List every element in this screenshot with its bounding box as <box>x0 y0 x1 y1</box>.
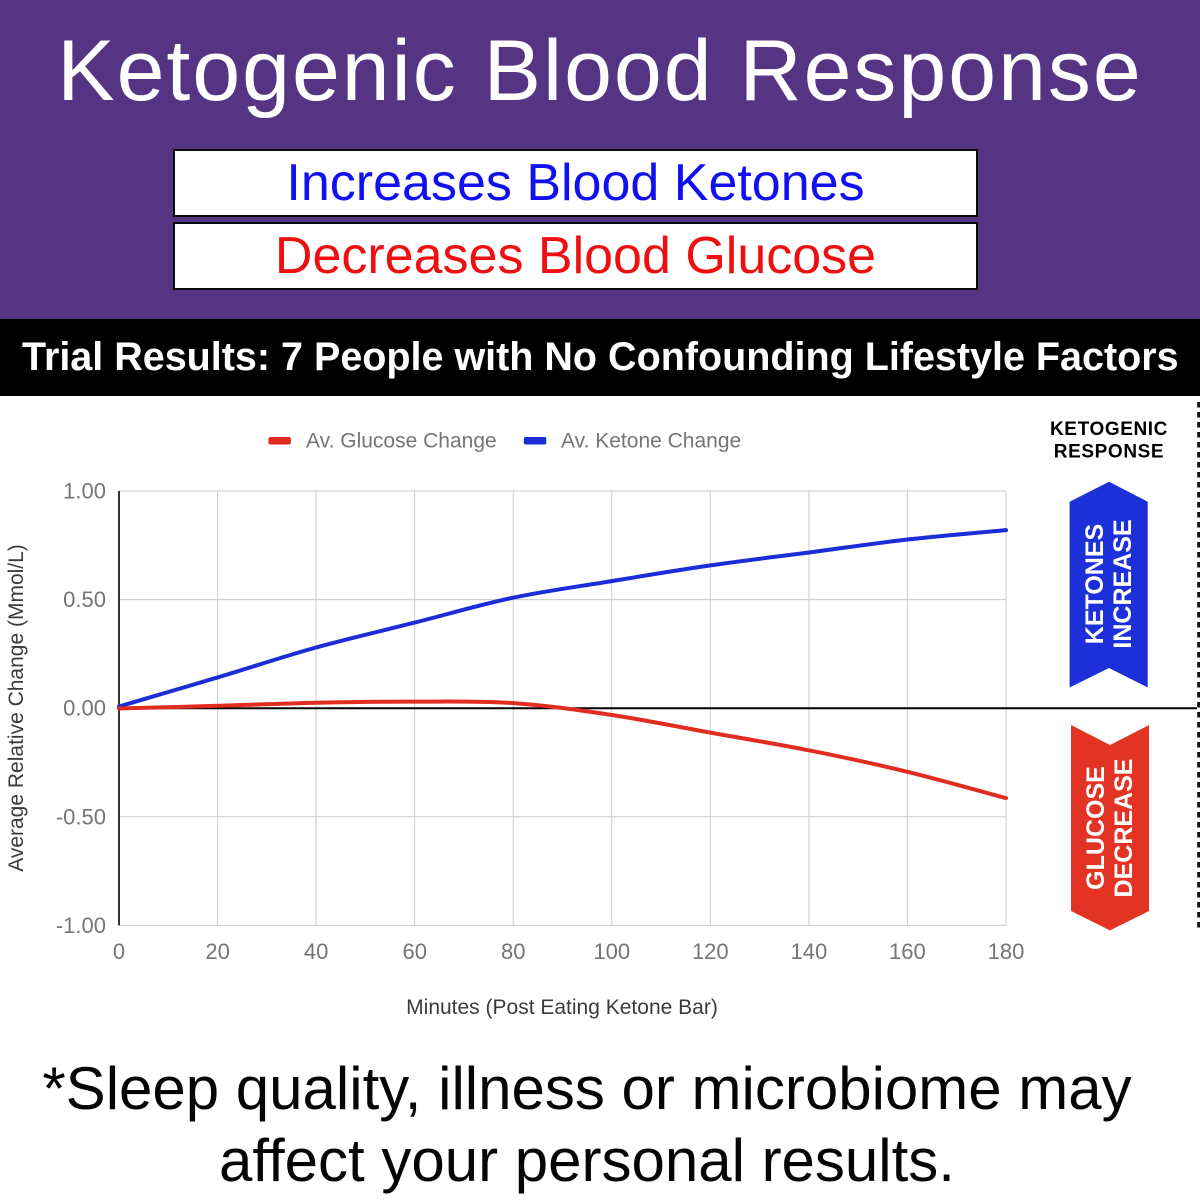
svg-text:Average Relative Change (Mmol/: Average Relative Change (Mmol/L) <box>5 544 28 872</box>
svg-text:120: 120 <box>692 939 729 964</box>
svg-text:140: 140 <box>791 939 828 964</box>
svg-text:0: 0 <box>113 939 125 964</box>
svg-text:INCREASE: INCREASE <box>1109 519 1137 648</box>
svg-text:DECREASE: DECREASE <box>1110 759 1138 898</box>
svg-text:40: 40 <box>304 939 328 964</box>
svg-text:80: 80 <box>501 939 525 964</box>
svg-text:0.00: 0.00 <box>63 696 106 721</box>
svg-text:0.50: 0.50 <box>63 587 106 612</box>
svg-text:160: 160 <box>889 939 926 964</box>
svg-text:20: 20 <box>205 939 229 964</box>
svg-text:100: 100 <box>593 939 630 964</box>
svg-text:Av. Ketone Change: Av. Ketone Change <box>561 430 741 453</box>
svg-text:180: 180 <box>988 939 1025 964</box>
svg-text:Av. Glucose Change: Av. Glucose Change <box>306 430 497 453</box>
svg-text:1.00: 1.00 <box>63 479 106 504</box>
svg-text:KETOGENIC: KETOGENIC <box>1050 419 1168 440</box>
svg-text:60: 60 <box>402 939 426 964</box>
svg-text:KETONES: KETONES <box>1081 524 1109 644</box>
svg-text:GLUCOSE: GLUCOSE <box>1082 766 1110 890</box>
svg-text:RESPONSE: RESPONSE <box>1054 442 1164 463</box>
svg-text:-0.50: -0.50 <box>56 804 106 829</box>
svg-text:Minutes (Post Eating Ketone Ba: Minutes (Post Eating Ketone Bar) <box>406 996 718 1019</box>
svg-text:-1.00: -1.00 <box>56 913 106 938</box>
